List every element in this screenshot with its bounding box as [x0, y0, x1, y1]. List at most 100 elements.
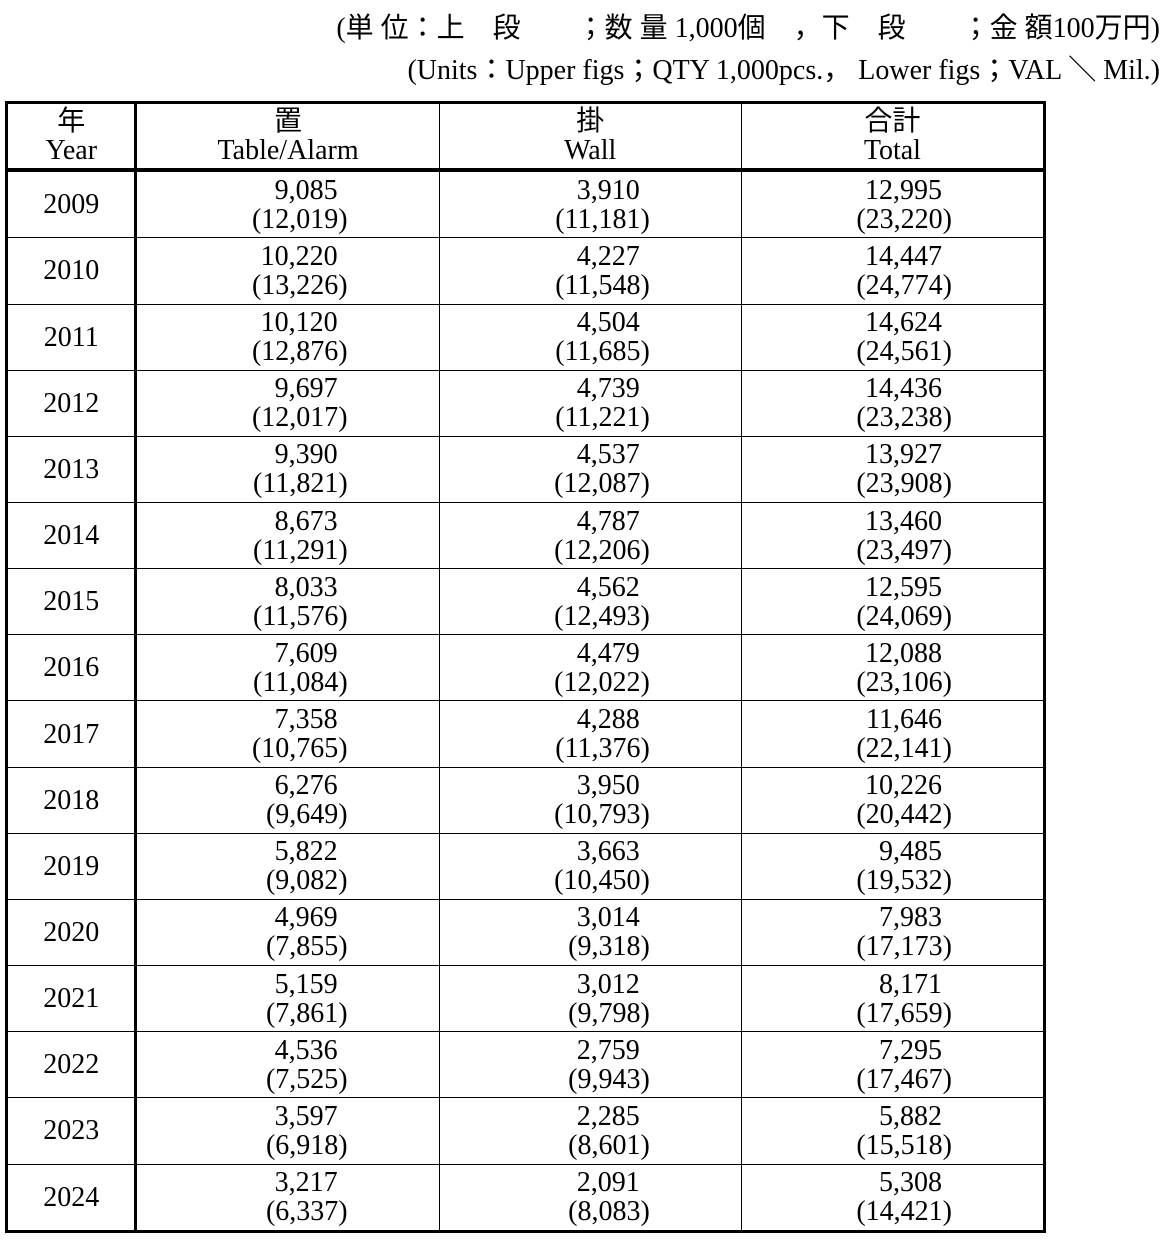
quantity: 4,969: [274, 902, 338, 934]
column-header: 掛 Wall: [438, 102, 742, 172]
data-table: 年 Year 置 Table/Alarm 掛 Wall 合計 Total 2009 9,085 (1…: [5, 101, 1046, 1233]
value: (12,206): [554, 534, 650, 566]
value-cell: 6,276 (9,649): [135, 766, 440, 834]
value: (23,220): [856, 203, 952, 235]
value: (11,685): [555, 336, 650, 368]
table-head: 年 Year 置 Table/Alarm 掛 Wall 合計 Total: [5, 102, 1046, 172]
value: (11,376): [555, 733, 650, 765]
value: (9,082): [265, 865, 348, 897]
quantity: 2,091: [576, 1167, 640, 1199]
year-cell: 2013: [5, 435, 138, 503]
quantity: 7,983: [879, 902, 942, 934]
value-cell: 14,447 (24,774): [740, 237, 1046, 305]
value: (6,337): [265, 1196, 348, 1228]
value: (11,291): [253, 534, 348, 566]
value: (17,467): [856, 1063, 952, 1095]
units-en: (Units：Upper figs；QTY 1,000pcs.， Lower f…: [407, 55, 1160, 86]
column-header: 置 Table/Alarm: [135, 102, 440, 172]
table-row: 2010 10,220 (13,226) 4,227 (11,548) 14,447 (24…: [5, 237, 1046, 305]
value-cell: 10,120 (12,876): [135, 303, 440, 371]
header-text: 置: [274, 106, 303, 137]
quantity: 4,787: [576, 505, 640, 537]
value: (13,226): [251, 269, 348, 301]
value-cell: 9,085 (12,019): [135, 169, 440, 239]
quantity: 3,910: [576, 174, 640, 206]
value-cell: 4,739 (11,221): [438, 369, 742, 437]
value: (14,421): [856, 1196, 952, 1228]
table-body: 2009 9,085 (12,019) 3,910 (11,181) 12,995 (23,…: [5, 169, 1046, 1233]
quantity: 3,012: [576, 968, 640, 1000]
value-cell: 9,390 (11,821): [135, 435, 440, 503]
value-cell: 9,485 (19,532): [740, 832, 1046, 900]
quantity: 5,882: [879, 1100, 942, 1132]
header-text: Year: [45, 135, 98, 166]
table-row: 2023 3,597 (6,918) 2,285 (8,601) 5,882 (15,518…: [5, 1097, 1046, 1165]
value-cell: 4,562 (12,493): [438, 568, 742, 636]
value-cell: 5,308 (14,421): [740, 1163, 1046, 1233]
header-text: Total: [863, 135, 921, 166]
value-cell: 7,983 (17,173): [740, 898, 1046, 967]
value-cell: 2,285 (8,601): [438, 1097, 742, 1165]
value-cell: 4,504 (11,685): [438, 303, 742, 371]
value-cell: 14,436 (23,238): [740, 369, 1046, 437]
value: (9,798): [568, 997, 650, 1029]
value-cell: 4,227 (11,548): [438, 237, 742, 305]
quantity: 14,447: [865, 240, 942, 272]
value-cell: 3,663 (10,450): [438, 832, 742, 900]
table-row: 2016 7,609 (11,084) 4,479 (12,022) 12,088 (23,…: [5, 634, 1046, 702]
quantity: 4,479: [576, 637, 640, 669]
value-cell: 5,882 (15,518): [740, 1097, 1046, 1165]
value: (11,084): [253, 666, 348, 698]
table-row: 2021 5,159 (7,861) 3,012 (9,798) 8,171 (17,659…: [5, 965, 1046, 1033]
value: (17,659): [856, 997, 952, 1029]
value: (12,876): [251, 336, 348, 368]
quantity: 7,609: [274, 637, 338, 669]
units-ja: (単 位：上 段 ；数 量 1,000個 ，下 段 ；金 額100万円): [336, 13, 1160, 44]
value-cell: 3,217 (6,337): [135, 1163, 440, 1233]
column-header: 年 Year: [5, 102, 138, 172]
table-row: 2015 8,033 (11,576) 4,562 (12,493) 12,595 (24,…: [5, 568, 1046, 636]
quantity: 12,995: [865, 174, 942, 206]
table-row: 2020 4,969 (7,855) 3,014 (9,318) 7,983 (17,173…: [5, 898, 1046, 967]
value-cell: 8,033 (11,576): [135, 568, 440, 636]
value-cell: 8,673 (11,291): [135, 501, 440, 570]
quantity: 12,088: [865, 637, 942, 669]
quantity: 3,217: [274, 1167, 338, 1199]
value: (23,106): [856, 666, 952, 698]
value-cell: 3,950 (10,793): [438, 766, 742, 834]
quantity: 3,597: [274, 1100, 338, 1132]
quantity: 7,295: [879, 1034, 942, 1066]
value-cell: 14,624 (24,561): [740, 303, 1046, 371]
quantity: 4,562: [576, 571, 640, 603]
header-text: Table/Alarm: [217, 135, 359, 166]
value-cell: 5,822 (9,082): [135, 832, 440, 900]
quantity: 5,159: [274, 968, 338, 1000]
quantity: 14,436: [865, 373, 942, 405]
table-row: 2024 3,217 (6,337) 2,091 (8,083) 5,308 (14,421…: [5, 1163, 1046, 1233]
quantity: 11,646: [866, 704, 942, 736]
value: (24,069): [856, 600, 952, 632]
value-cell: 13,927 (23,908): [740, 435, 1046, 503]
quantity: 6,276: [274, 770, 338, 802]
table-row: 2019 5,822 (9,082) 3,663 (10,450) 9,485 (19,53…: [5, 832, 1046, 900]
quantity: 10,120: [260, 307, 338, 339]
value: (24,561): [856, 336, 952, 368]
quantity: 12,595: [865, 571, 942, 603]
year-cell: 2015: [5, 568, 138, 636]
quantity: 4,227: [576, 240, 640, 272]
value: (22,141): [856, 733, 952, 765]
value: (23,497): [856, 534, 952, 566]
value: (24,774): [856, 269, 952, 301]
value: (12,022): [554, 666, 650, 698]
value: (19,532): [856, 865, 952, 897]
value: (11,821): [253, 468, 348, 500]
year-cell: 2021: [5, 965, 138, 1033]
year-cell: 2016: [5, 634, 138, 702]
value: (20,442): [856, 799, 952, 831]
value-cell: 3,910 (11,181): [438, 169, 742, 239]
year-cell: 2017: [5, 700, 138, 768]
table-row: 2022 4,536 (7,525) 2,759 (9,943) 7,295 (17,467…: [5, 1031, 1046, 1099]
value-cell: 9,697 (12,017): [135, 369, 440, 437]
quantity: 9,085: [274, 174, 338, 206]
